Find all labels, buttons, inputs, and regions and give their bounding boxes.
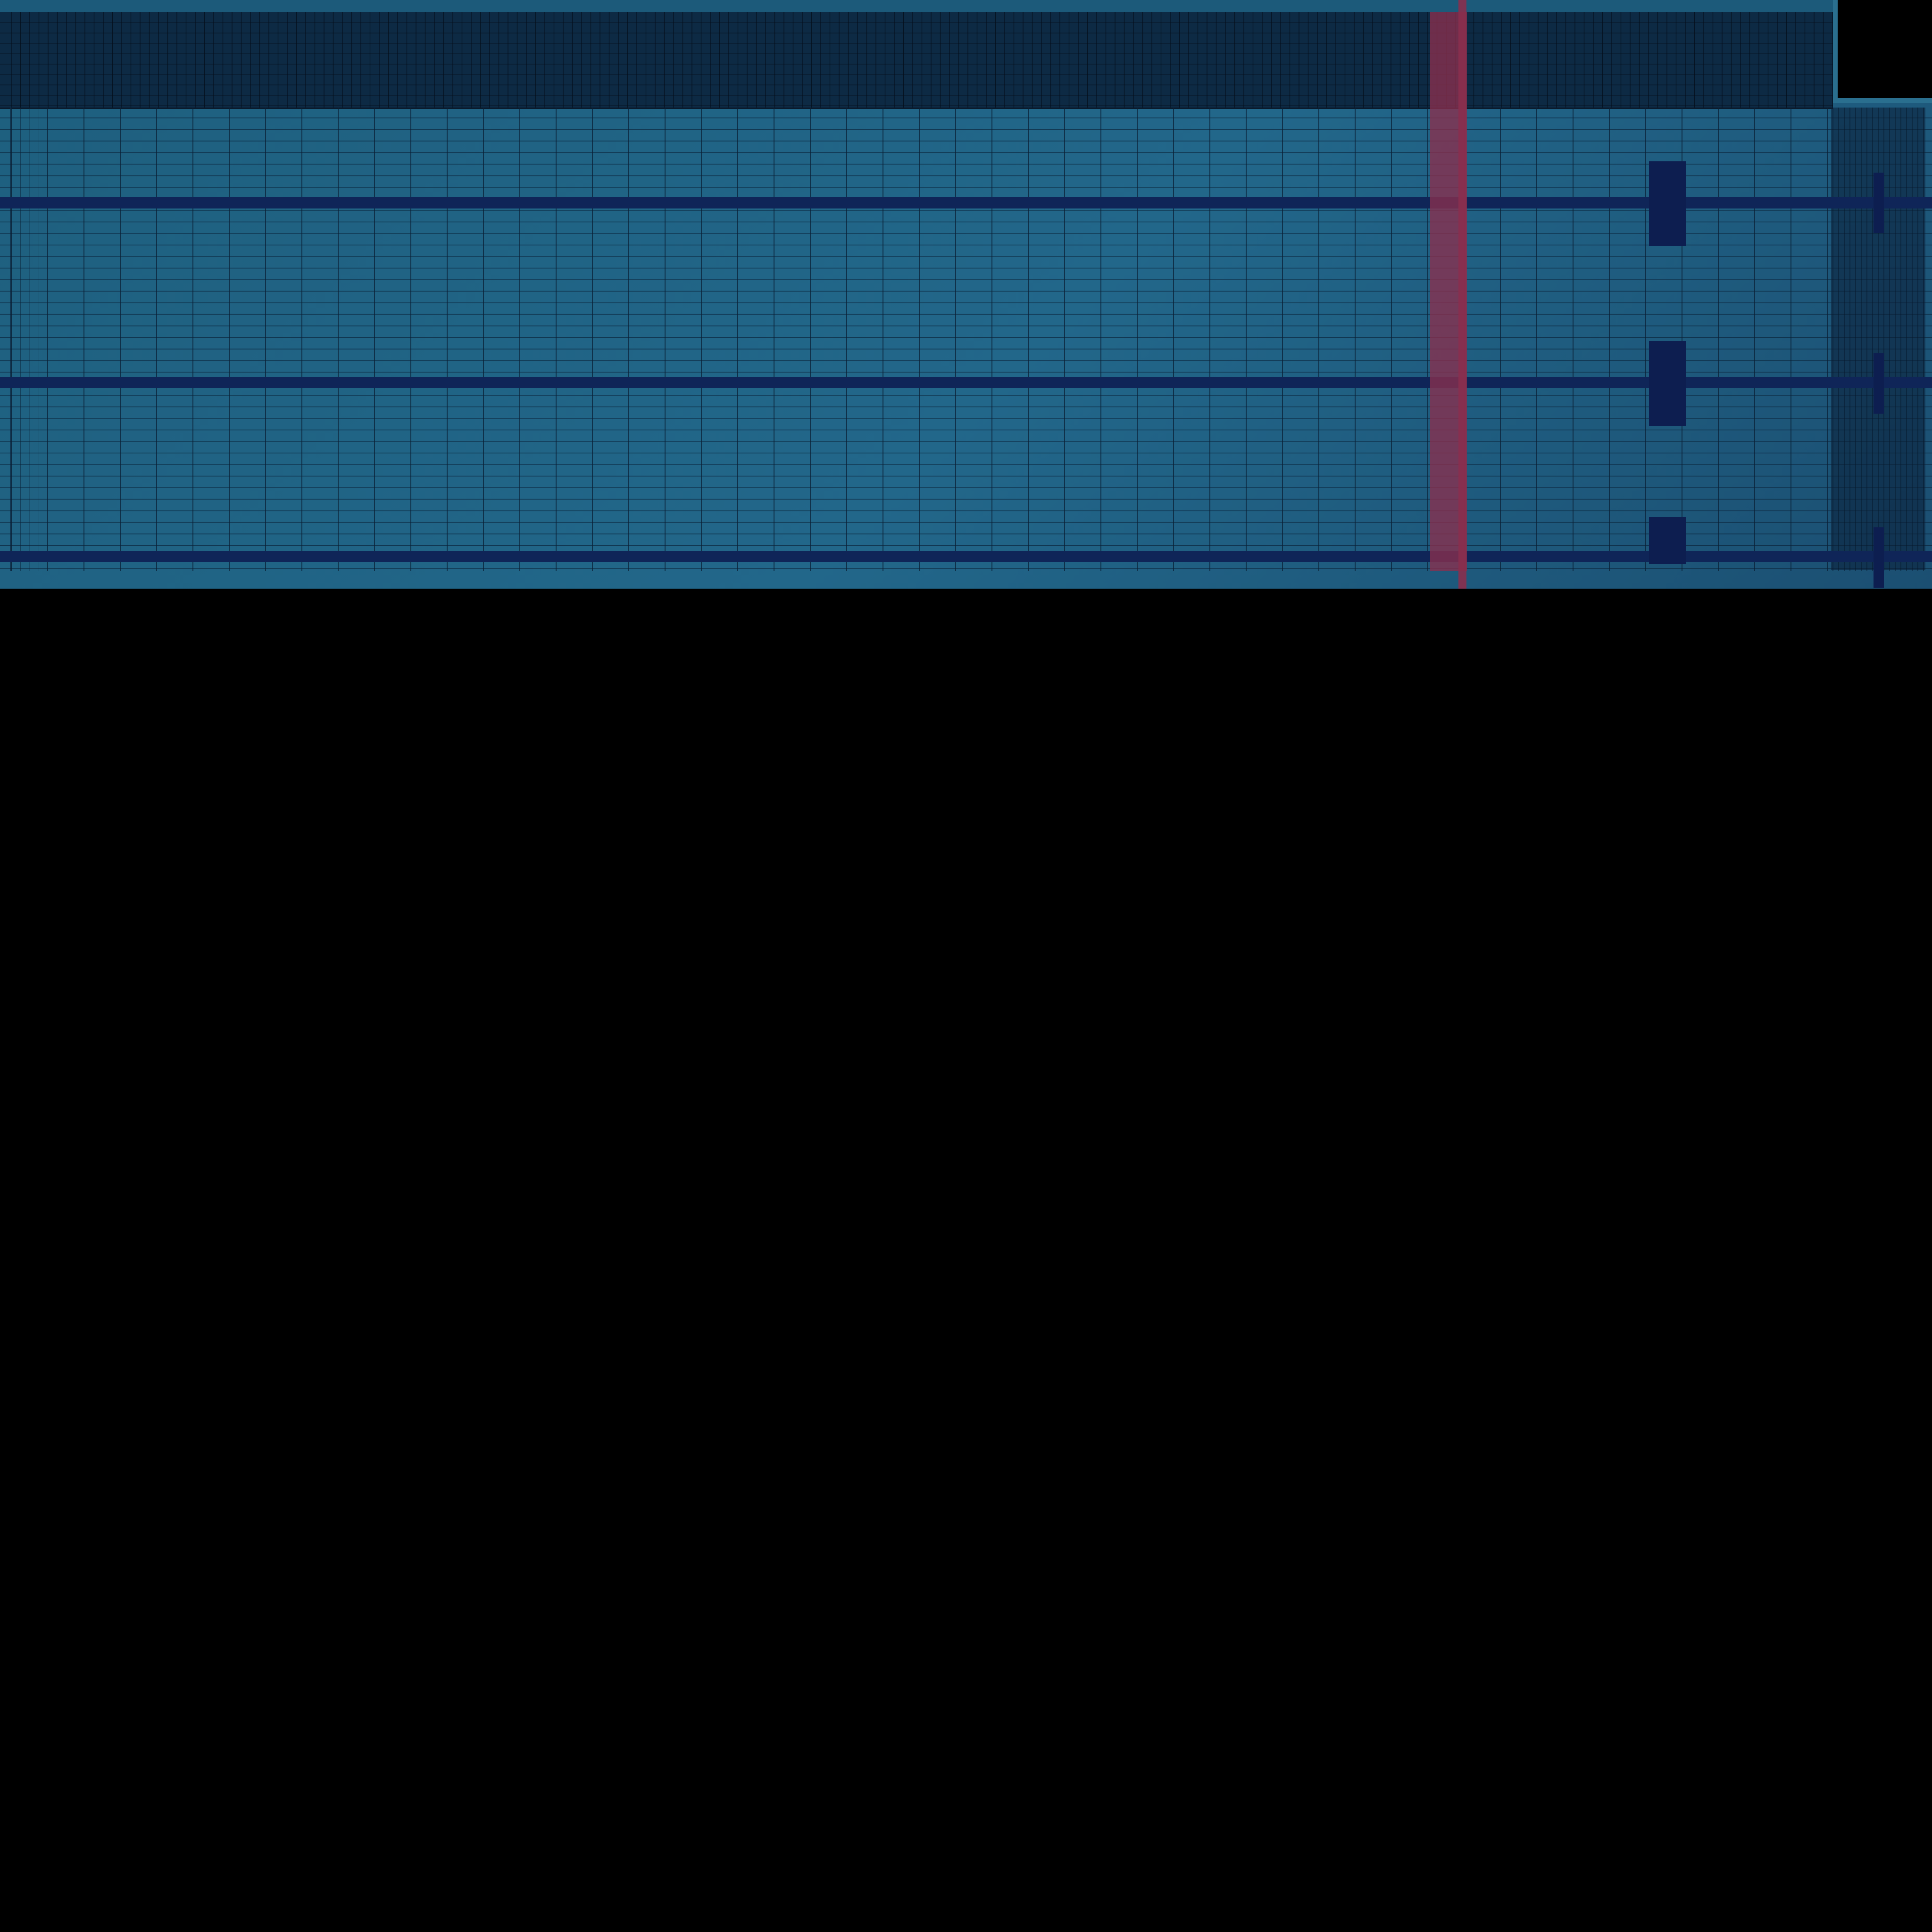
block-marker — [1649, 161, 1686, 246]
block-marker — [1649, 341, 1686, 426]
tick-marker — [1874, 353, 1884, 414]
track-bar — [0, 197, 1932, 208]
tick-marker — [1874, 527, 1884, 588]
corner-panel — [1833, 0, 1932, 103]
grid-overlay — [0, 0, 1932, 589]
playhead-line — [1458, 0, 1466, 589]
top-edge-strip — [0, 0, 1932, 12]
block-marker — [1649, 517, 1686, 564]
tick-marker — [1874, 173, 1884, 233]
grid-editor-canvas[interactable] — [0, 0, 1932, 589]
track-bar — [0, 551, 1932, 562]
track-bar — [0, 377, 1932, 388]
corner-panel-inner — [1838, 0, 1932, 98]
